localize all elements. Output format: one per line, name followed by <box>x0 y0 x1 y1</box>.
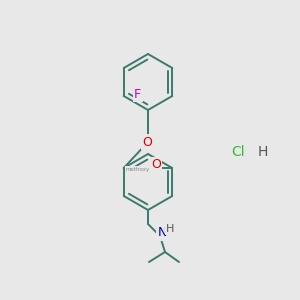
Text: Cl: Cl <box>231 145 245 159</box>
Text: H: H <box>166 224 174 234</box>
Text: H: H <box>258 145 268 159</box>
Text: F: F <box>134 88 141 100</box>
Text: O: O <box>142 136 152 148</box>
Text: ·: · <box>255 145 260 160</box>
Text: N: N <box>157 226 167 239</box>
Text: O: O <box>151 158 161 172</box>
Text: methoxy: methoxy <box>125 167 149 172</box>
